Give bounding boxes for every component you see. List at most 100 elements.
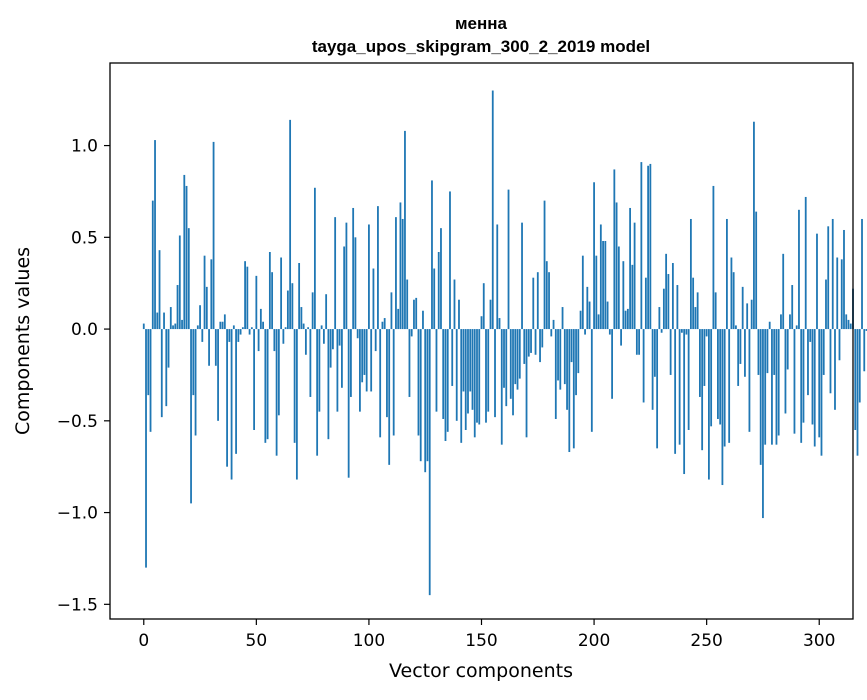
bar-202 — [597, 314, 600, 330]
bar-119 — [410, 329, 413, 337]
bar-209 — [613, 169, 616, 330]
bar-57 — [271, 272, 274, 330]
bar-8 — [160, 329, 163, 418]
bar-216 — [629, 207, 631, 330]
bar-218 — [633, 222, 636, 330]
bar-147 — [473, 329, 476, 438]
bar-92 — [350, 329, 352, 397]
bar-310 — [840, 259, 843, 330]
bar-177 — [541, 329, 544, 348]
bar-244 — [692, 277, 695, 330]
bar-256 — [719, 329, 722, 425]
bar-149 — [478, 329, 481, 425]
bar-247 — [699, 329, 701, 397]
bar-190 — [570, 329, 573, 363]
y-tick-label: 1.0 — [71, 137, 98, 157]
bar-265 — [739, 329, 742, 364]
bar-46 — [246, 266, 249, 330]
bar-168 — [521, 222, 523, 330]
y-tick-label: 0.0 — [71, 320, 98, 340]
bar-308 — [836, 257, 839, 330]
bar-249 — [703, 329, 706, 386]
bar-68 — [295, 329, 298, 480]
bar-107 — [383, 318, 386, 330]
bar-70 — [300, 307, 303, 330]
bar-229 — [658, 307, 661, 330]
bar-143 — [464, 329, 467, 430]
bar-154 — [489, 299, 492, 330]
bar-224 — [647, 165, 650, 330]
bar-144 — [467, 329, 469, 414]
bar-122 — [417, 329, 420, 436]
bar-312 — [845, 314, 848, 330]
bar-13 — [172, 325, 174, 330]
bar-115 — [401, 218, 404, 330]
bar-153 — [487, 329, 490, 412]
bar-123 — [419, 329, 422, 462]
bar-25 — [199, 305, 201, 330]
bar-130 — [435, 329, 438, 412]
bar-307 — [834, 329, 836, 410]
bar-237 — [676, 285, 679, 330]
bar-270 — [750, 299, 753, 330]
bar-1 — [145, 329, 147, 568]
bar-182 — [552, 319, 555, 330]
bar-274 — [759, 329, 762, 465]
bar-12 — [169, 307, 172, 330]
bar-258 — [723, 329, 726, 447]
bar-136 — [449, 191, 451, 330]
bar-242 — [687, 329, 690, 430]
bar-282 — [777, 329, 780, 436]
bar-299 — [816, 233, 818, 330]
bar-29 — [208, 329, 210, 366]
bar-151 — [482, 283, 485, 330]
bar-251 — [708, 329, 710, 480]
bar-series — [142, 90, 867, 596]
bar-159 — [500, 329, 503, 445]
bar-276 — [764, 329, 767, 445]
bar-260 — [728, 329, 731, 443]
bar-210 — [615, 202, 618, 330]
bar-272 — [755, 211, 758, 330]
bar-42 — [237, 329, 240, 342]
bar-211 — [617, 246, 620, 330]
bar-37 — [226, 329, 228, 467]
bar-238 — [678, 329, 681, 445]
bar-206 — [606, 301, 609, 330]
bar-103 — [374, 329, 377, 352]
bar-77 — [316, 329, 319, 456]
bar-309 — [838, 329, 841, 361]
bar-48 — [250, 327, 253, 330]
bar-170 — [525, 329, 528, 438]
bar-124 — [422, 310, 424, 330]
bar-88 — [341, 329, 343, 388]
bar-34 — [219, 321, 222, 330]
bar-316 — [854, 329, 857, 430]
bar-301 — [820, 329, 823, 456]
bar-36 — [223, 314, 226, 330]
bar-58 — [273, 329, 276, 352]
bar-230 — [660, 329, 663, 333]
x-tick-label: 200 — [578, 631, 610, 651]
bar-114 — [399, 202, 402, 330]
bar-215 — [626, 308, 629, 330]
bar-245 — [694, 307, 697, 330]
bar-39 — [230, 329, 233, 480]
bar-192 — [575, 329, 577, 396]
bar-306 — [831, 218, 834, 330]
bar-63 — [284, 327, 287, 330]
bar-129 — [433, 268, 436, 330]
bar-33 — [217, 329, 219, 421]
bar-188 — [566, 329, 568, 410]
bar-221 — [640, 162, 643, 330]
bar-167 — [518, 329, 521, 379]
bar-96 — [359, 329, 361, 412]
bar-99 — [365, 329, 368, 392]
bar-294 — [804, 196, 807, 330]
bar-76 — [313, 187, 316, 330]
bar-60 — [277, 329, 280, 416]
bar-285 — [784, 329, 787, 414]
bar-267 — [744, 329, 746, 377]
bar-241 — [685, 329, 688, 335]
